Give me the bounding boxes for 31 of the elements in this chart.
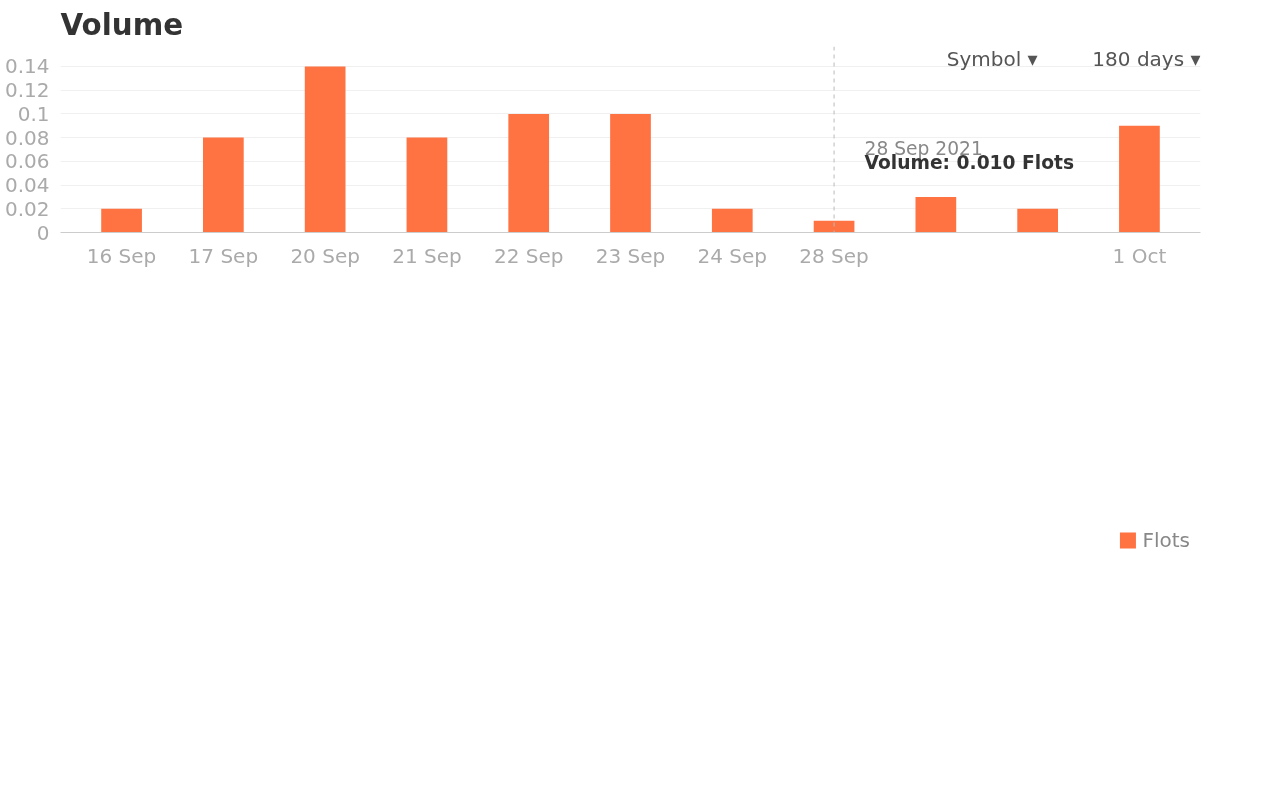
bar (508, 113, 550, 233)
x-tick-label: 22 Sep (493, 243, 564, 268)
x-tick-label: 1 Oct (1112, 243, 1167, 268)
x-tick-label: 20 Sep (290, 243, 360, 268)
bar (203, 137, 244, 233)
bar (406, 137, 448, 233)
x-tick-label: 16 Sep (86, 243, 157, 268)
y-tick-label: 0.1 (17, 101, 50, 126)
annotation: 180 days ▾ (1092, 46, 1201, 71)
bar (610, 113, 651, 233)
bar (1017, 208, 1058, 233)
bar (1119, 125, 1160, 233)
y-tick-label: 0.02 (4, 196, 50, 221)
bar (711, 208, 753, 233)
legend-label: Flots (1142, 528, 1190, 552)
x-tick-label: 28 Sep (799, 243, 869, 268)
chart-title: Volume (60, 7, 184, 42)
y-tick-label: 0.04 (4, 173, 50, 198)
x-tick-label: 23 Sep (595, 243, 666, 268)
x-tick-label: 21 Sep (392, 243, 462, 268)
y-tick-label: 0.14 (4, 54, 50, 79)
bar (304, 66, 346, 233)
y-tick-label: 0.12 (4, 78, 50, 103)
y-tick-label: 0 (36, 220, 50, 245)
annotation: Symbol ▾ (946, 46, 1038, 71)
x-tick-label: 17 Sep (188, 243, 259, 268)
y-tick-label: 0.06 (4, 149, 50, 174)
x-tick-label: 24 Sep (697, 243, 768, 268)
bar (915, 196, 957, 233)
y-tick-label: 0.08 (4, 125, 50, 150)
bar (101, 208, 142, 233)
